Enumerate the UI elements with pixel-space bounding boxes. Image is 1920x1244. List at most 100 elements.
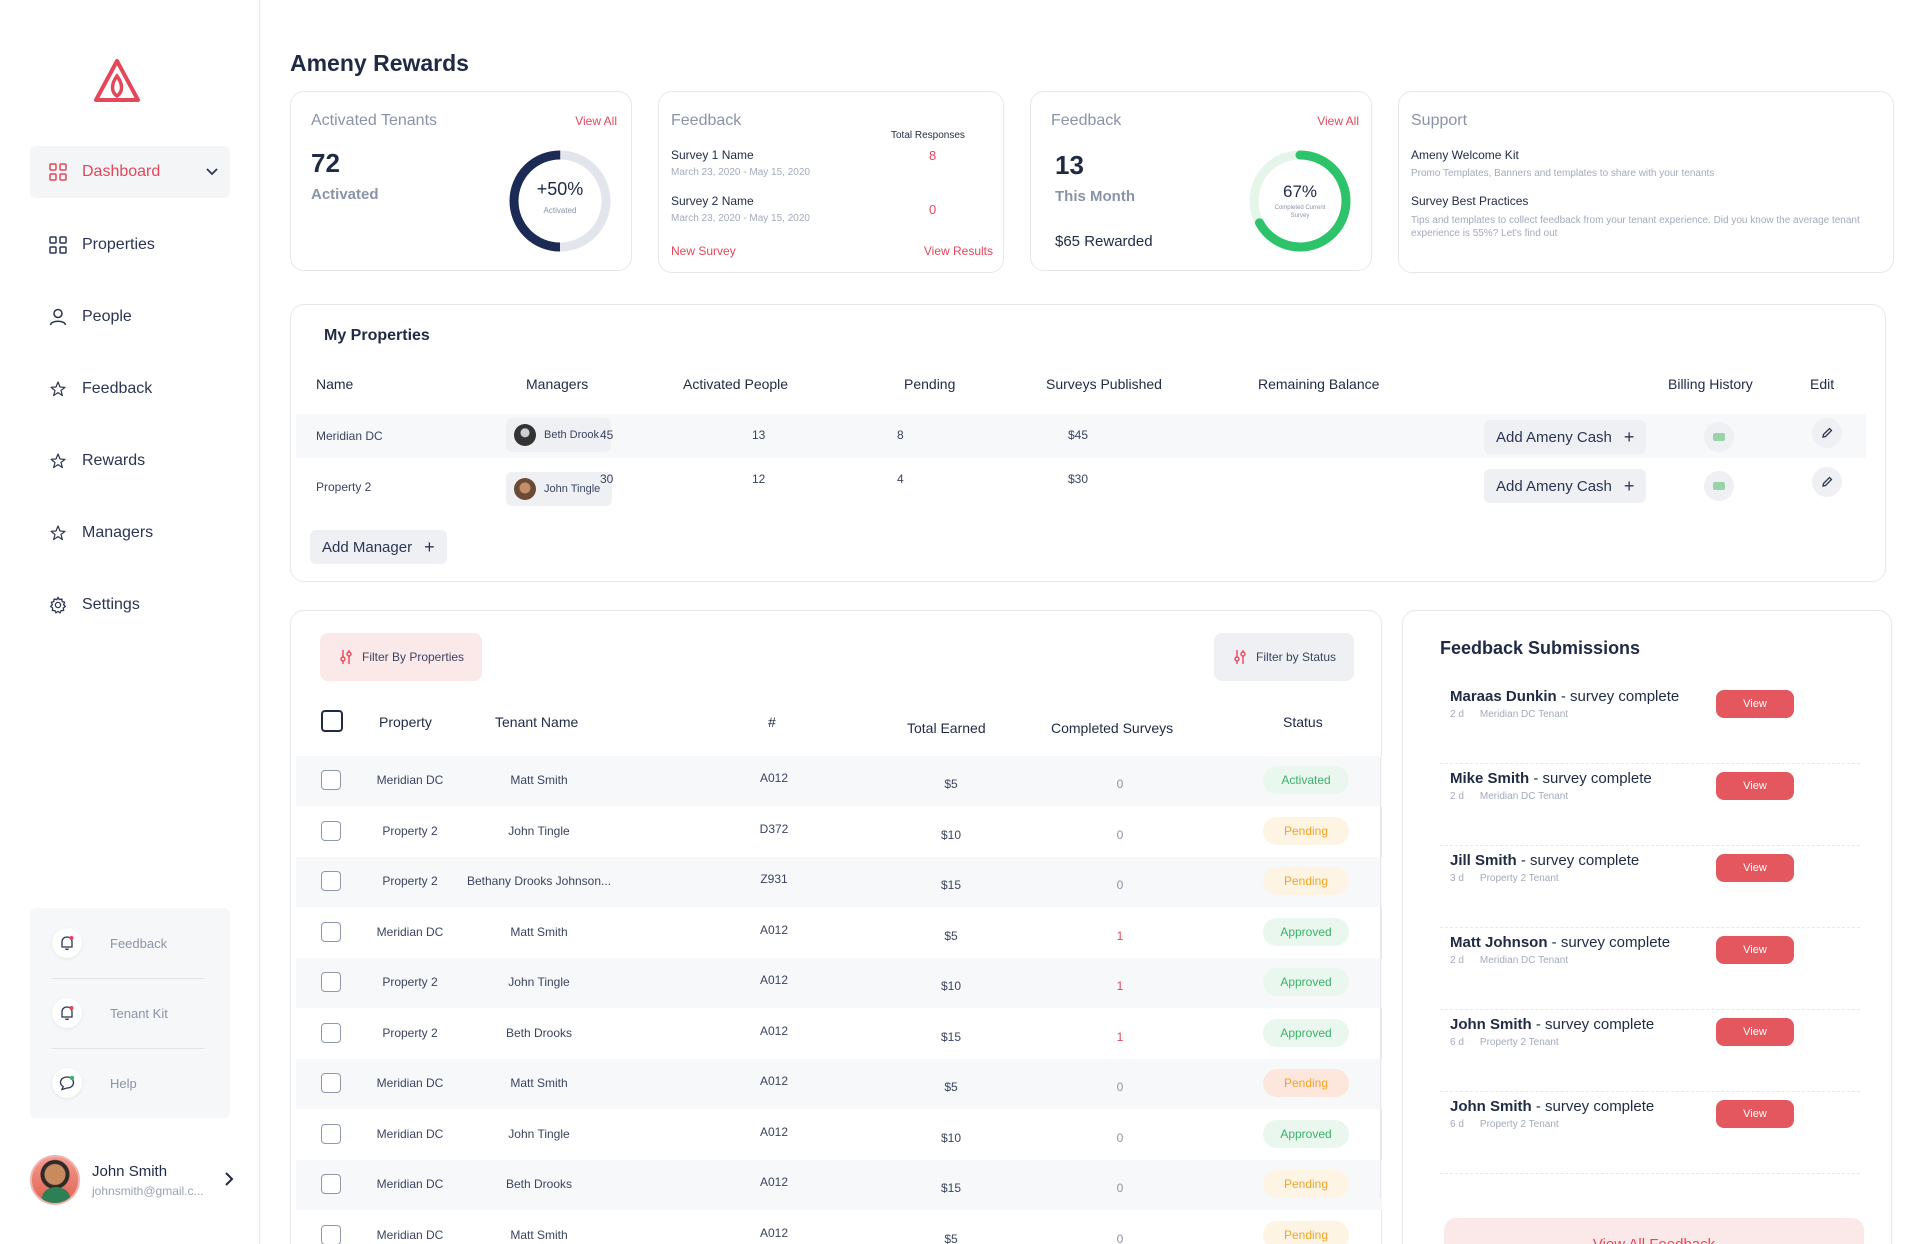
- row-checkbox[interactable]: [321, 770, 341, 790]
- submission-title[interactable]: John Smith - survey complete: [1450, 1016, 1654, 1033]
- add-ameny-cash-button[interactable]: Add Ameny Cash +: [1484, 420, 1647, 454]
- view-all-link[interactable]: View All: [1317, 114, 1359, 128]
- view-button[interactable]: View: [1716, 854, 1794, 882]
- submitter-name: Maraas Dunkin: [1450, 688, 1557, 705]
- view-all-feedback-button[interactable]: View All Feedback: [1444, 1218, 1864, 1244]
- view-all-link[interactable]: View All: [575, 114, 617, 128]
- user-profile[interactable]: John Smith johnsmith@gmail.c...: [30, 1152, 240, 1208]
- tenant-name[interactable]: John Tingle: [508, 975, 570, 989]
- submission-title[interactable]: Matt Johnson - survey complete: [1450, 934, 1670, 951]
- sidebar-item-people[interactable]: People: [30, 292, 230, 342]
- pencil-icon[interactable]: [1812, 418, 1842, 448]
- sidebar-item-dashboard[interactable]: Dashboard: [30, 146, 230, 198]
- submission-title[interactable]: Mike Smith - survey complete: [1450, 770, 1652, 787]
- select-all-checkbox[interactable]: [321, 710, 343, 732]
- survey-responses: 8: [929, 148, 937, 163]
- row-checkbox[interactable]: [321, 1174, 341, 1194]
- tenant-name[interactable]: Matt Smith: [510, 1228, 568, 1242]
- tenant-label: Meridian DC Tenant: [1479, 791, 1569, 802]
- sidebar-item-label: Settings: [82, 596, 140, 613]
- total-earned: $10: [940, 1131, 962, 1145]
- view-button[interactable]: View: [1716, 690, 1794, 718]
- manager-chip[interactable]: Beth Drook: [506, 418, 612, 452]
- sidebar-item-feedback[interactable]: Feedback: [30, 364, 230, 414]
- total-earned: $15: [940, 1030, 962, 1044]
- tenant-id: D372: [759, 822, 789, 836]
- completed-surveys: 0: [1116, 1181, 1124, 1195]
- table-row: Meridian DC John Tingle A012 $10 0 Approved: [296, 1110, 1382, 1160]
- sidebar-item-label: Rewards: [82, 452, 146, 469]
- row-checkbox[interactable]: [321, 821, 341, 841]
- list-item: John Smith - survey complete 6 d Property …: [1440, 1010, 1860, 1092]
- view-button[interactable]: View: [1716, 772, 1794, 800]
- tenant-name[interactable]: Bethany Drooks Johnson...: [466, 874, 612, 888]
- view-button[interactable]: View: [1716, 1100, 1794, 1128]
- property-name[interactable]: Meridian DC: [316, 429, 383, 443]
- manager-chip[interactable]: John Tingle: [506, 472, 613, 506]
- support-item-heading[interactable]: Survey Best Practices: [1411, 194, 1529, 208]
- tenant-name[interactable]: John Tingle: [508, 1127, 570, 1141]
- side-link-tenant-kit[interactable]: Tenant Kit: [30, 978, 230, 1048]
- section-title: Feedback Submissions: [1440, 638, 1641, 658]
- add-manager-button[interactable]: Add Manager +: [310, 530, 447, 564]
- ring-value: +50%: [536, 179, 584, 199]
- bell-icon: [52, 998, 82, 1028]
- support-item-heading[interactable]: Ameny Welcome Kit: [1411, 148, 1519, 162]
- billing-icon[interactable]: [1704, 422, 1734, 452]
- filter-by-properties-button[interactable]: Filter By Properties: [320, 633, 483, 681]
- avatar: [514, 424, 536, 446]
- support-item-text: Promo Templates, Banners and templates t…: [1411, 168, 1715, 179]
- add-ameny-cash-button[interactable]: Add Ameny Cash +: [1484, 469, 1647, 503]
- ameny-logo[interactable]: [92, 58, 142, 104]
- survey-name[interactable]: Survey 1 Name: [671, 148, 754, 162]
- sidebar-item-rewards[interactable]: Rewards: [30, 436, 230, 486]
- row-checkbox[interactable]: [321, 1124, 341, 1144]
- user-text: John Smith johnsmith@gmail.c...: [92, 1163, 204, 1198]
- billing-icon[interactable]: [1704, 471, 1734, 501]
- star-icon: [48, 379, 68, 399]
- view-results-link[interactable]: View Results: [923, 244, 993, 258]
- table-row: Property 2 Beth Drooks A012 $15 1 Approved: [296, 1009, 1382, 1059]
- submission-title[interactable]: Jill Smith - survey complete: [1450, 852, 1639, 869]
- row-checkbox[interactable]: [321, 1225, 341, 1244]
- view-button[interactable]: View: [1716, 936, 1794, 964]
- total-earned: $5: [944, 1080, 958, 1094]
- submission-title[interactable]: Maraas Dunkin - survey complete: [1450, 688, 1679, 705]
- chevron-right-icon[interactable]: [224, 1170, 234, 1191]
- row-checkbox[interactable]: [321, 922, 341, 942]
- submission-status: - survey complete: [1556, 688, 1680, 705]
- view-button[interactable]: View: [1716, 1018, 1794, 1046]
- row-checkbox[interactable]: [321, 1073, 341, 1093]
- total-earned: $15: [940, 878, 962, 892]
- sidebar-item-settings[interactable]: Settings: [30, 580, 230, 630]
- row-checkbox[interactable]: [321, 972, 341, 992]
- property-name[interactable]: Property 2: [316, 480, 372, 494]
- side-link-help[interactable]: Help: [30, 1048, 230, 1118]
- total-earned: $5: [944, 929, 958, 943]
- tenant-name[interactable]: Matt Smith: [510, 773, 568, 787]
- filter-by-status-button[interactable]: Filter by Status: [1214, 633, 1355, 681]
- tenant-name[interactable]: Matt Smith: [510, 1076, 568, 1090]
- tenant-name[interactable]: John Tingle: [508, 824, 570, 838]
- status-badge: Activated: [1263, 766, 1349, 794]
- pencil-icon[interactable]: [1812, 467, 1842, 497]
- tenant-name[interactable]: Beth Drooks: [505, 1177, 573, 1191]
- chevron-down-icon[interactable]: [206, 163, 218, 181]
- tenant-id: Z931: [760, 872, 788, 886]
- survey-name[interactable]: Survey 2 Name: [671, 194, 754, 208]
- submission-title[interactable]: John Smith - survey complete: [1450, 1098, 1654, 1115]
- sidebar-item-properties[interactable]: Properties: [30, 220, 230, 270]
- tenant-name[interactable]: Matt Smith: [510, 925, 568, 939]
- column-header: Pending: [904, 376, 956, 392]
- sidebar-item-managers[interactable]: Managers: [30, 508, 230, 558]
- new-survey-link[interactable]: New Survey: [671, 244, 736, 258]
- row-checkbox[interactable]: [321, 1023, 341, 1043]
- tenant-id: A012: [759, 1074, 789, 1088]
- tenant-id: A012: [759, 1125, 789, 1139]
- submission-meta: 2 d Meridian DC Tenant: [1450, 791, 1568, 802]
- tenant-property: Property 2: [382, 824, 438, 838]
- tenant-name[interactable]: Beth Drooks: [505, 1026, 573, 1040]
- side-link-feedback[interactable]: Feedback: [30, 908, 230, 978]
- divider: [1380, 758, 1381, 1198]
- row-checkbox[interactable]: [321, 871, 341, 891]
